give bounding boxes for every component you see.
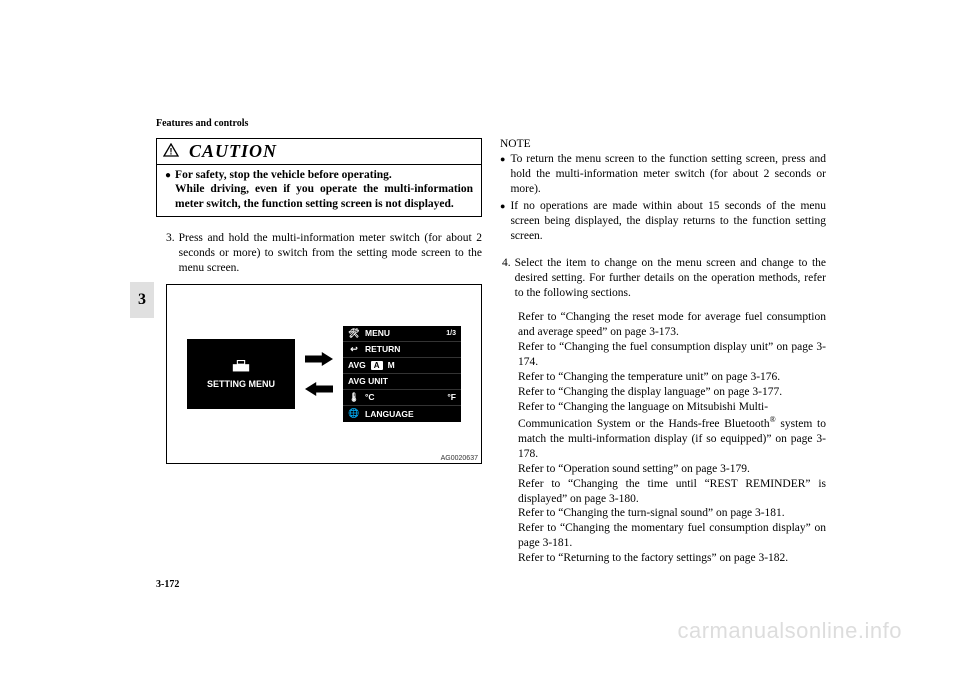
right-column: NOTE ● To return the menu screen to the …: [500, 138, 826, 566]
arrow-right-icon: [305, 352, 333, 366]
svg-text:!: !: [170, 146, 173, 156]
manual-page: Features and controls 3 ! CAUTION ● For …: [0, 0, 960, 678]
menu-row: 🌡 °C °F: [343, 390, 461, 406]
ref-line: Refer to “Changing the display language”…: [518, 385, 826, 400]
page-indicator: 1/3: [446, 330, 456, 337]
page-number: 3-172: [156, 579, 179, 590]
ref-text: Communication System or the Hands-free B…: [518, 418, 770, 430]
note-item: ● To return the menu screen to the funct…: [500, 152, 826, 197]
caution-text: For safety, stop the vehicle before oper…: [175, 168, 473, 211]
menu-row: AVG A M: [343, 358, 461, 374]
note-list: ● To return the menu screen to the funct…: [500, 152, 826, 244]
warning-triangle-icon: !: [163, 143, 179, 161]
step-text: Press and hold the multi-information met…: [179, 231, 482, 276]
menu-list-screen: 🛠 MENU 1/3 ↩ RETURN AVG A M: [343, 326, 461, 422]
caution-title-row: ! CAUTION: [157, 139, 481, 165]
ref-line: Refer to “Operation sound setting” on pa…: [518, 462, 826, 477]
diagram-code: AG0020637: [441, 455, 478, 462]
bullet-icon: ●: [165, 168, 171, 211]
ref-line: Refer to “Returning to the factory setti…: [518, 551, 826, 566]
menu-row: AVG UNIT: [343, 374, 461, 390]
celsius-label: °C: [365, 392, 375, 402]
caution-box: ! CAUTION ● For safety, stop the vehicle…: [156, 138, 482, 217]
diagram-inner: SETTING MENU 🛠 MENU 1/3 ↩: [173, 291, 475, 457]
step-4: 4. Select the item to change on the menu…: [500, 256, 826, 301]
arrows: [305, 352, 333, 396]
ref-line: Communication System or the Hands-free B…: [518, 415, 826, 462]
watermark: carmanualsonline.info: [677, 618, 902, 644]
step-text: Select the item to change on the menu sc…: [515, 256, 826, 301]
step-number: 3.: [156, 231, 175, 276]
ref-line: Refer to “Changing the temperature unit”…: [518, 370, 826, 385]
avg-label: AVG: [348, 360, 366, 370]
bullet-icon: ●: [500, 152, 505, 197]
ref-line: Refer to “Changing the momentary fuel co…: [518, 521, 826, 551]
left-column: ! CAUTION ● For safety, stop the vehicle…: [156, 138, 482, 566]
thermometer-icon: 🌡: [348, 392, 360, 403]
menu-label: RETURN: [365, 344, 400, 354]
note-heading: NOTE: [500, 138, 826, 150]
setting-menu-screen: SETTING MENU: [187, 339, 295, 409]
menu-label: LANGUAGE: [365, 409, 414, 419]
toolbox-icon: [231, 359, 251, 373]
ref-line: Refer to “Changing the turn-signal sound…: [518, 506, 826, 521]
references: Refer to “Changing the reset mode for av…: [500, 310, 826, 566]
menu-diagram: SETTING MENU 🛠 MENU 1/3 ↩: [166, 284, 482, 464]
arrow-left-icon: [305, 382, 333, 396]
content-columns: ! CAUTION ● For safety, stop the vehicle…: [156, 138, 826, 566]
menu-label: AVG UNIT: [348, 376, 388, 386]
avg-m: M: [388, 360, 395, 370]
ref-line: Refer to “Changing the language on Mitsu…: [518, 400, 826, 415]
step-number: 4.: [500, 256, 511, 301]
caution-body: ● For safety, stop the vehicle before op…: [157, 165, 481, 216]
wrench-icon: 🛠: [348, 328, 360, 339]
menu-row: 🌐 LANGUAGE: [343, 406, 461, 422]
ref-line: Refer to “Changing the time until “REST …: [518, 477, 826, 507]
caution-title: CAUTION: [189, 141, 277, 162]
fahrenheit-box: °F: [447, 392, 456, 402]
chapter-tab: 3: [130, 282, 154, 318]
ref-line: Refer to “Changing the reset mode for av…: [518, 310, 826, 340]
menu-row: ↩ RETURN: [343, 342, 461, 358]
avg-a-box: A: [371, 361, 383, 370]
globe-icon: 🌐: [348, 408, 360, 419]
note-text: If no operations are made within about 1…: [510, 199, 826, 244]
setting-menu-label: SETTING MENU: [207, 379, 275, 389]
ref-line: Refer to “Changing the fuel consumption …: [518, 340, 826, 370]
step-3: 3. Press and hold the multi-information …: [156, 231, 482, 276]
note-text: To return the menu screen to the functio…: [510, 152, 826, 197]
menu-label: MENU: [365, 328, 390, 338]
return-icon: ↩: [348, 344, 360, 355]
bullet-icon: ●: [500, 199, 505, 244]
menu-row: 🛠 MENU 1/3: [343, 326, 461, 342]
note-item: ● If no operations are made within about…: [500, 199, 826, 244]
section-header: Features and controls: [156, 118, 248, 129]
